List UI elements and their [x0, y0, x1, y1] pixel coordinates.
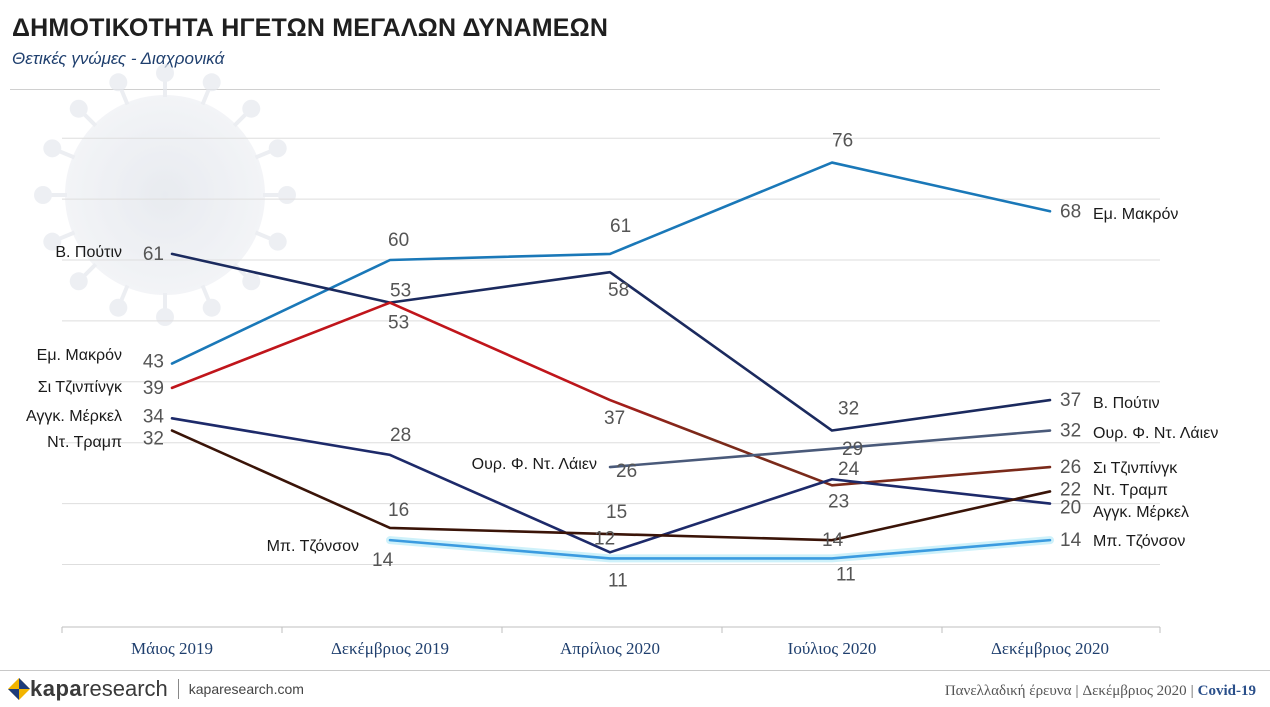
x-tick-label: Απρίλιος 2020	[560, 639, 660, 658]
data-label: 32	[143, 429, 164, 450]
data-label: 34	[143, 406, 165, 427]
value-labels: 43 60 61 76 68 61 53 58 32 37 39 53 37 23 26 34 28 12 24 20…	[143, 131, 1082, 592]
data-label: 11	[608, 570, 628, 591]
data-label: 14	[822, 530, 844, 551]
x-tick-label: Δεκέμβριος 2020	[991, 639, 1109, 658]
logo-separator	[177, 679, 179, 699]
series-name-right: Μπ. Τζόνσον	[1093, 533, 1185, 550]
data-label: 61	[610, 216, 631, 237]
brand-logo[interactable]: kapa research kaparesearch.com	[8, 676, 304, 702]
series-name-left: Ουρ. Φ. Ντ. Λάιεν	[472, 456, 597, 473]
data-label: 53	[388, 313, 409, 334]
series-name-left: Β. Πούτιν	[55, 244, 122, 261]
chart-gridlines	[62, 137, 1160, 565]
brand-name-research: research	[82, 676, 168, 701]
series-name-left: Μπ. Τζόνσον	[267, 538, 359, 555]
x-tick-label: Μάιος 2019	[131, 639, 213, 658]
x-axis: Μάιος 2019 Δεκέμβριος 2019 Απρίλιος 2020 Ιο…	[61, 626, 1161, 658]
covid-tag: Covid-19	[1197, 683, 1256, 699]
series-line	[170, 252, 1052, 432]
data-label: 39	[143, 378, 164, 399]
data-label: 12	[594, 528, 615, 549]
data-label: 14	[1060, 530, 1082, 551]
series-name-right: Β. Πούτιν	[1093, 395, 1160, 412]
series-name-right: Εμ. Μακρόν	[1093, 206, 1178, 223]
data-label: 29	[842, 439, 863, 460]
series-line	[170, 161, 1052, 365]
series-name-left: Εμ. Μακρόν	[37, 347, 122, 364]
survey-date: Δεκέμβριος 2020	[1082, 683, 1187, 699]
data-label: 68	[1060, 201, 1081, 222]
virus-watermark-icon	[34, 64, 296, 326]
series-name-left: Ντ. Τραμπ	[47, 434, 122, 451]
data-label: 14	[372, 550, 394, 571]
data-label: 28	[390, 425, 411, 446]
series-line	[170, 301, 1052, 487]
series-name-left: Αγγκ. Μέρκελ	[26, 408, 122, 425]
survey-type: Πανελλαδική έρευνα	[944, 683, 1072, 699]
series-name-left: Σι Τζινπίνγκ	[38, 379, 123, 396]
data-label: 60	[388, 230, 409, 251]
data-label: 20	[1060, 498, 1081, 519]
data-label: 76	[832, 131, 853, 152]
data-label: 43	[143, 352, 164, 373]
series-name-right: Σι Τζινπίνγκ	[1093, 460, 1178, 477]
series-name-right: Ντ. Τραμπ	[1093, 482, 1168, 499]
data-label: 32	[838, 399, 859, 420]
data-label: 37	[1060, 390, 1081, 411]
data-label: 26	[616, 461, 637, 482]
footer-info: Πανελλαδική έρευνα | Δεκέμβριος 2020 | Covid…	[944, 683, 1256, 699]
footer-divider	[0, 670, 1270, 671]
top-rule	[10, 89, 1160, 90]
data-label: 16	[388, 500, 409, 521]
data-label: 58	[608, 280, 629, 301]
x-tick-label: Δεκέμβριος 2019	[331, 639, 449, 658]
series-line	[608, 429, 1052, 469]
series-line	[170, 417, 1052, 554]
data-label: 53	[390, 281, 411, 302]
page-subtitle: Θετικές γνώμες - Διαχρονικά	[12, 49, 225, 68]
kapa-logo-icon	[8, 678, 30, 700]
series-name-right: Αγγκ. Μέρκελ	[1093, 504, 1189, 521]
series-name-labels: Εμ. Μακρόν Εμ. Μακρόν Β. Πούτιν Β. Πούτιν Σι…	[26, 206, 1218, 555]
series-name-right: Ουρ. Φ. Ντ. Λάιεν	[1093, 425, 1218, 442]
data-label: 11	[836, 564, 856, 585]
data-label: 37	[604, 408, 625, 429]
website-link[interactable]: kaparesearch.com	[188, 681, 304, 697]
data-label: 32	[1060, 421, 1081, 442]
series-line	[388, 538, 1052, 560]
data-label: 23	[828, 491, 849, 512]
series-lines	[170, 161, 1054, 563]
data-label: 22	[1060, 479, 1081, 500]
page-title: ΔΗΜΟΤΙΚΟΤΗΤΑ ΗΓΕΤΩΝ ΜΕΓΑΛΩΝ ΔΥΝΑΜΕΩΝ	[12, 14, 609, 42]
brand-name-kapa: kapa	[30, 676, 83, 701]
series-line	[170, 429, 1052, 542]
x-tick-label: Ιούλιος 2020	[788, 639, 877, 658]
data-label: 26	[1060, 457, 1081, 478]
data-label: 24	[838, 459, 860, 480]
data-label: 61	[143, 244, 164, 265]
data-label: 15	[606, 502, 627, 523]
